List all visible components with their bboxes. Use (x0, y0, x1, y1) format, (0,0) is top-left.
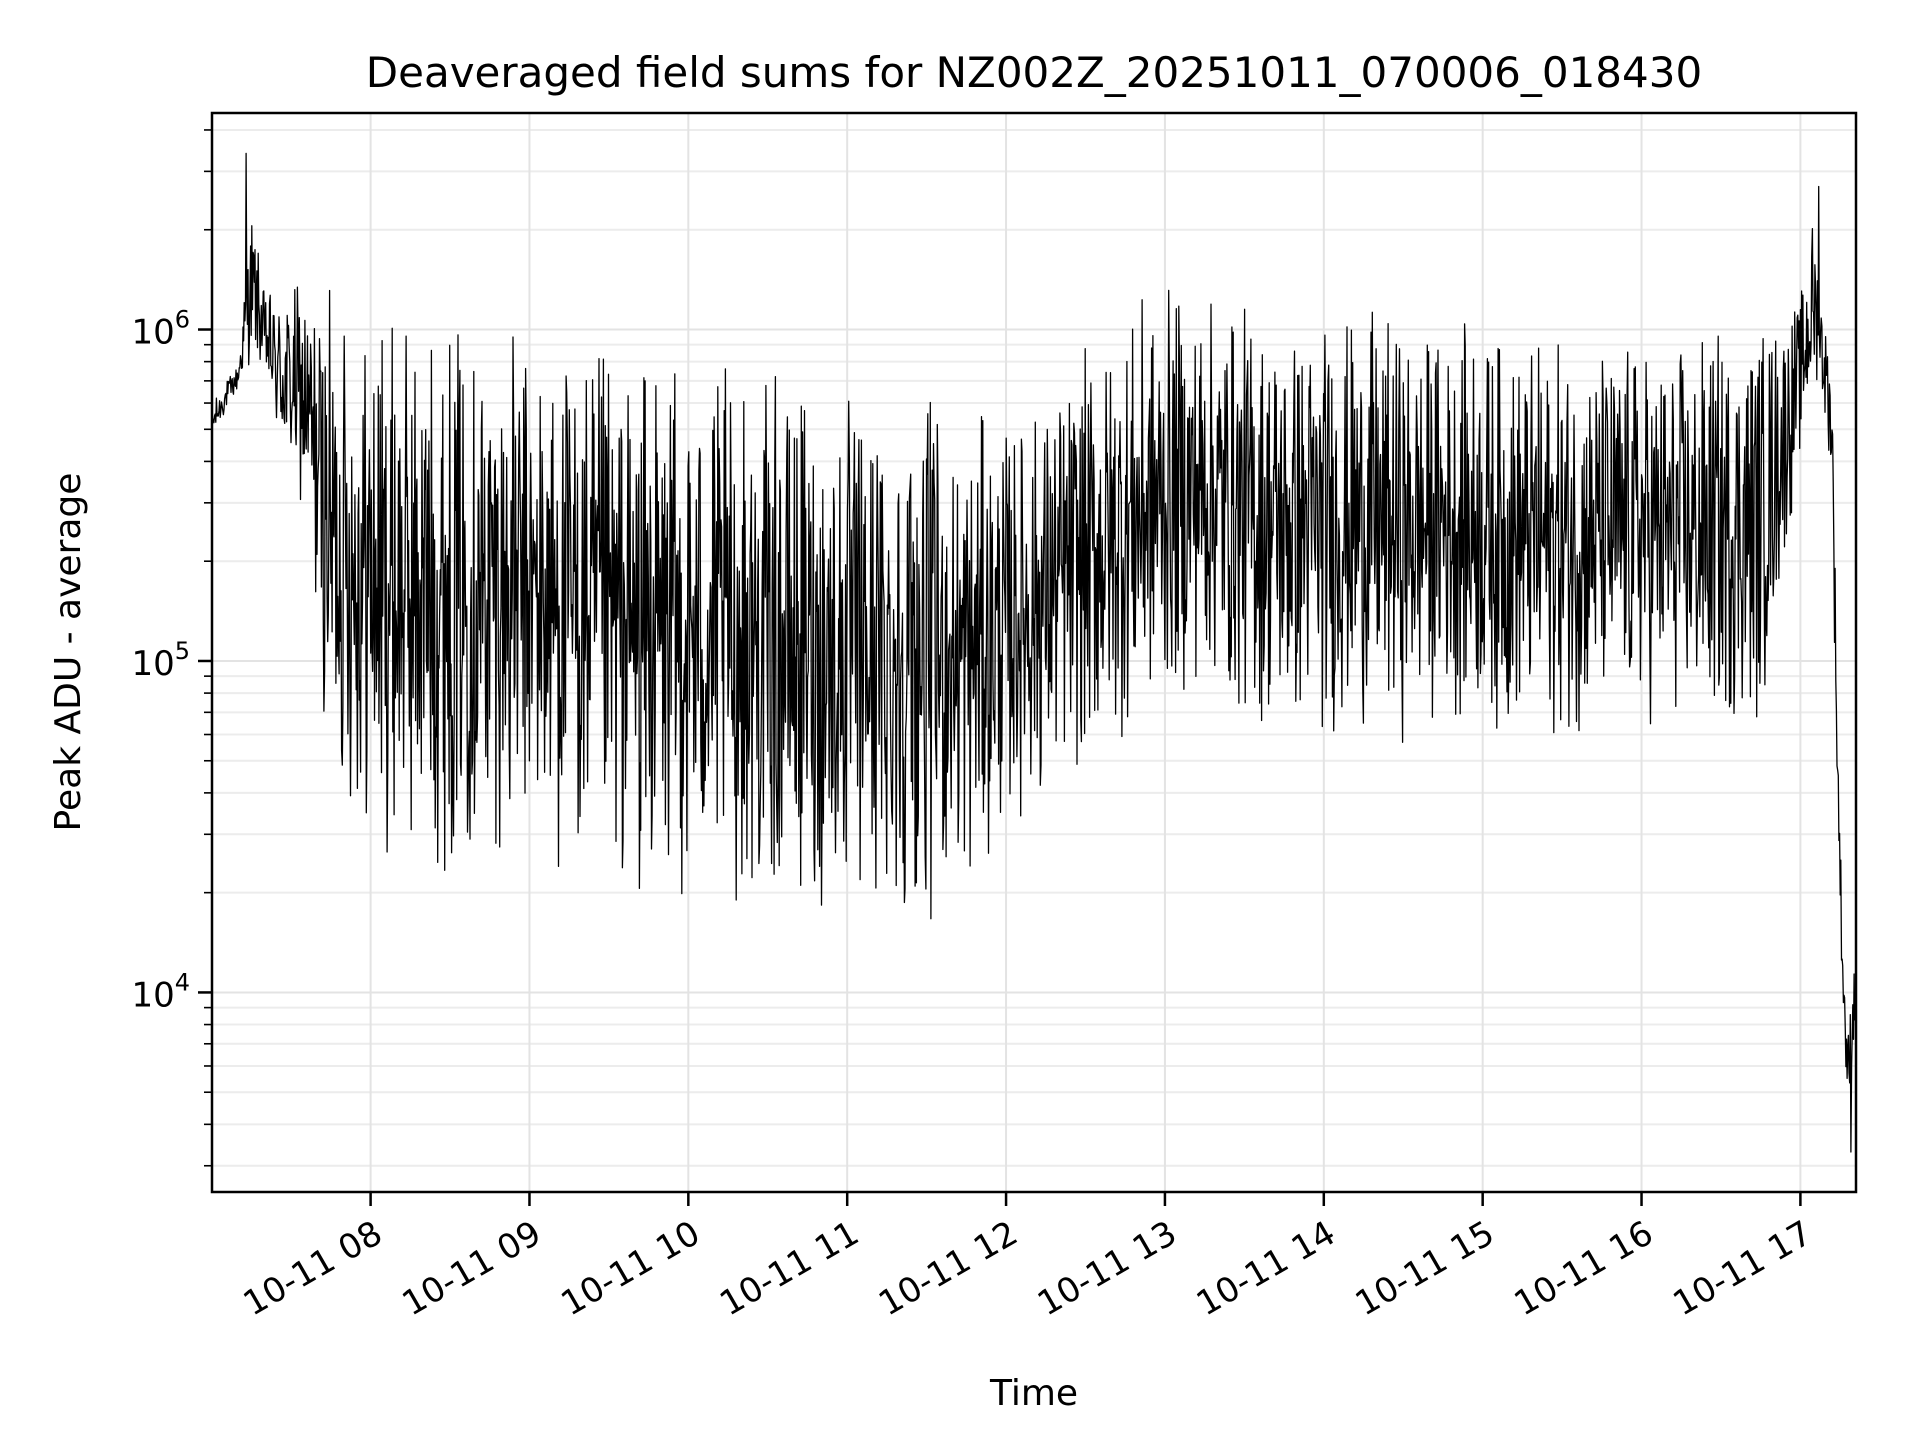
x-tick-label: 10-11 17 (1667, 1213, 1819, 1324)
x-tick-label: 10-11 16 (1508, 1213, 1660, 1324)
y-tick-label: 106 (131, 306, 190, 353)
x-tick-label: 10-11 09 (396, 1213, 548, 1324)
y-tick-label: 104 (131, 968, 190, 1015)
plot-frame (210, 111, 1858, 1194)
x-tick-label: 10-11 12 (872, 1213, 1024, 1324)
x-tick-label: 10-11 11 (713, 1213, 865, 1324)
x-axis-label: Time (989, 1373, 1078, 1414)
x-tick-label: 10-11 13 (1031, 1213, 1183, 1324)
chart-title: Deaveraged field sums for NZ002Z_2025101… (366, 48, 1702, 97)
y-tick-label: 105 (131, 637, 190, 684)
x-axis: 10-11 08 10-11 09 10-11 10 10-11 11 10-11 12… (237, 1192, 1819, 1324)
series-line (211, 152, 1857, 1153)
y-axis-label: Peak ADU - average (48, 473, 89, 832)
series-layer (211, 152, 1857, 1153)
x-tick-label: 10-11 14 (1190, 1213, 1342, 1324)
x-tick-label: 10-11 15 (1349, 1213, 1501, 1324)
x-tick-label: 10-11 10 (554, 1213, 706, 1324)
y-axis: 104 105 106 (131, 129, 212, 1167)
x-tick-label: 10-11 08 (237, 1213, 389, 1324)
